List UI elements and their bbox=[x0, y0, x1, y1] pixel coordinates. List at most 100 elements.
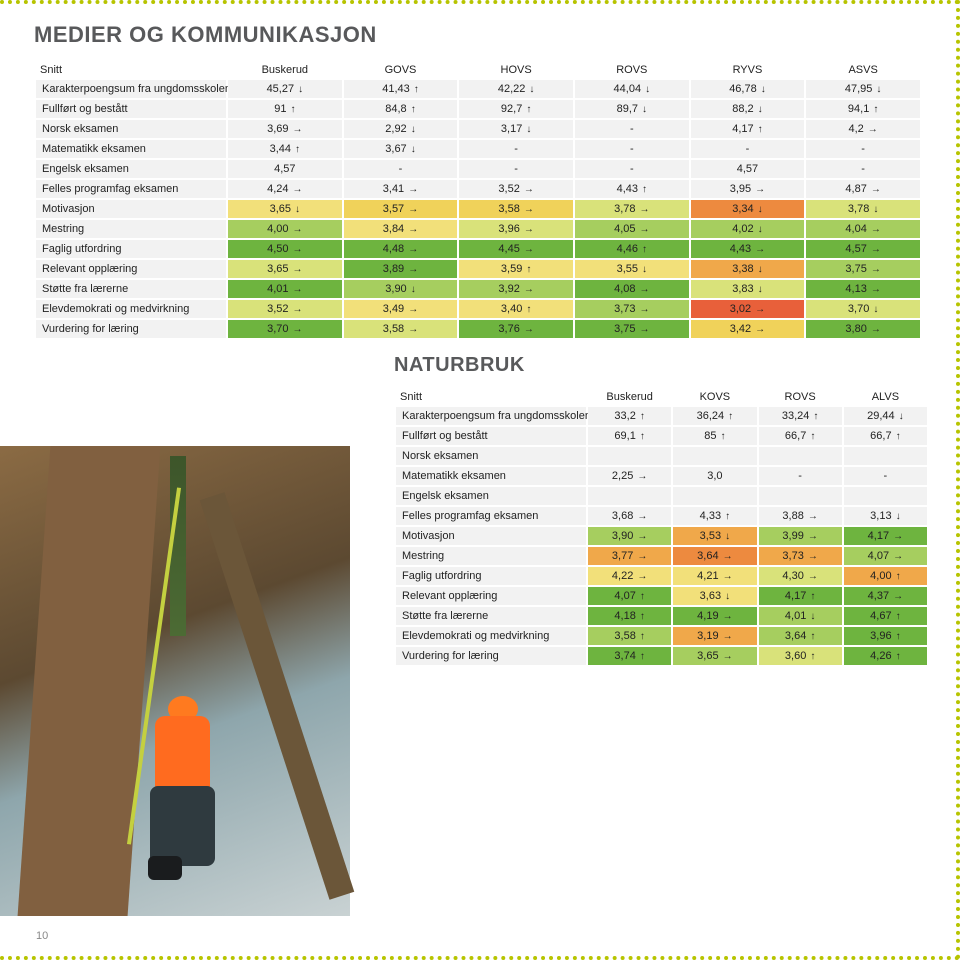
cell-value: 33,24↑ bbox=[759, 407, 842, 425]
trend-arrow-icon: → bbox=[637, 571, 647, 582]
column-head: Buskerud bbox=[588, 389, 671, 405]
trend-arrow-icon: → bbox=[524, 224, 534, 235]
table-row: Fullført og bestått69,1↑85↑66,7↑66,7↑ bbox=[396, 427, 927, 445]
cell-value: 3,68→ bbox=[588, 507, 671, 525]
table1-title: MEDIER OG KOMMUNIKASJON bbox=[34, 22, 922, 48]
row-label: Elevdemokrati og medvirkning bbox=[36, 300, 226, 318]
trend-arrow-icon: → bbox=[723, 611, 733, 622]
photo bbox=[0, 446, 350, 916]
cell-value: 3,78↓ bbox=[806, 200, 920, 218]
row-label: Vurdering for læring bbox=[36, 320, 226, 338]
cell-value: - bbox=[459, 140, 573, 158]
cell-value: 92,7↑ bbox=[459, 100, 573, 118]
trend-arrow-icon: → bbox=[723, 651, 733, 662]
table-row: Matematikk eksamen2,25→3,0-- bbox=[396, 467, 927, 485]
trend-arrow-icon: ↑ bbox=[640, 631, 645, 642]
trend-arrow-icon: → bbox=[871, 324, 881, 335]
trend-arrow-icon: ↑ bbox=[896, 651, 901, 662]
row-label: Motivasjon bbox=[396, 527, 586, 545]
cell-value: 3,0 bbox=[673, 467, 756, 485]
cell-value: 3,52→ bbox=[228, 300, 342, 318]
cell-value: 3,76→ bbox=[459, 320, 573, 338]
trend-arrow-icon: → bbox=[755, 184, 765, 195]
cell-value: 3,73→ bbox=[575, 300, 689, 318]
cell-value: 4,30→ bbox=[759, 567, 842, 585]
table-row: Engelsk eksamen bbox=[396, 487, 927, 505]
trend-arrow-icon: → bbox=[293, 124, 303, 135]
trend-arrow-icon: → bbox=[640, 204, 650, 215]
cell-value: 4,87→ bbox=[806, 180, 920, 198]
row-label: Fullført og bestått bbox=[36, 100, 226, 118]
table-row: Norsk eksamen bbox=[396, 447, 927, 465]
trend-arrow-icon: ↓ bbox=[876, 84, 881, 95]
trend-arrow-icon: ↑ bbox=[896, 431, 901, 442]
table-row: Vurdering for læring3,74↑3,65→3,60↑4,26↑ bbox=[396, 647, 927, 665]
table-row: Støtte fra lærerne4,01→3,90↓3,92→4,08→3,… bbox=[36, 280, 920, 298]
trend-arrow-icon: → bbox=[408, 304, 418, 315]
table-row: Felles programfag eksamen4,24→3,41→3,52→… bbox=[36, 180, 920, 198]
trend-arrow-icon: ↑ bbox=[896, 631, 901, 642]
trend-arrow-icon: ↑ bbox=[813, 411, 818, 422]
cell-value: 3,69→ bbox=[228, 120, 342, 138]
cell-value bbox=[759, 487, 842, 505]
trend-arrow-icon: → bbox=[293, 184, 303, 195]
cell-value: 46,78↓ bbox=[691, 80, 805, 98]
cell-value: 4,48→ bbox=[344, 240, 458, 258]
cell-value: 36,24↑ bbox=[673, 407, 756, 425]
cell-value: 4,05→ bbox=[575, 220, 689, 238]
cell-value: 4,01→ bbox=[228, 280, 342, 298]
trend-arrow-icon: → bbox=[640, 304, 650, 315]
column-snitt: Snitt bbox=[396, 389, 586, 405]
cell-value: 3,58↑ bbox=[588, 627, 671, 645]
table-row: Faglig utfordring4,50→4,48→4,45→4,46↑4,4… bbox=[36, 240, 920, 258]
table-row: Vurdering for læring3,70→3,58→3,76→3,75→… bbox=[36, 320, 920, 338]
trend-arrow-icon: ↓ bbox=[758, 104, 763, 115]
cell-value: 3,78→ bbox=[575, 200, 689, 218]
table-row: Motivasjon3,90→3,53↓3,99→4,17→ bbox=[396, 527, 927, 545]
trend-arrow-icon: ↑ bbox=[290, 104, 295, 115]
trend-arrow-icon: → bbox=[755, 244, 765, 255]
cell-value: 3,77→ bbox=[588, 547, 671, 565]
cell-value: 44,04↓ bbox=[575, 80, 689, 98]
cell-value: 3,65→ bbox=[673, 647, 756, 665]
trend-arrow-icon: ↑ bbox=[526, 104, 531, 115]
trend-arrow-icon: ↓ bbox=[529, 84, 534, 95]
trend-arrow-icon: ↓ bbox=[758, 264, 763, 275]
trend-arrow-icon: ↓ bbox=[873, 304, 878, 315]
cell-value: 3,64→ bbox=[673, 547, 756, 565]
cell-value: 84,8↑ bbox=[344, 100, 458, 118]
trend-arrow-icon: ↓ bbox=[761, 84, 766, 95]
row-label: Matematikk eksamen bbox=[396, 467, 586, 485]
page-number: 10 bbox=[36, 930, 48, 942]
row-label: Faglig utfordring bbox=[36, 240, 226, 258]
row-label: Engelsk eksamen bbox=[36, 160, 226, 178]
table-row: Karakterpoengsum fra ungdomsskolen33,2↑3… bbox=[396, 407, 927, 425]
column-head: GOVS bbox=[344, 62, 458, 78]
table-row: Elevdemokrati og medvirkning3,58↑3,19→3,… bbox=[396, 627, 927, 645]
trend-arrow-icon: ↑ bbox=[640, 591, 645, 602]
cell-value: 3,70→ bbox=[228, 320, 342, 338]
trend-arrow-icon: → bbox=[293, 264, 303, 275]
cell-value: 3,34↓ bbox=[691, 200, 805, 218]
trend-arrow-icon: ↓ bbox=[642, 104, 647, 115]
document-page: MEDIER OG KOMMUNIKASJON SnittBuskerud GOV… bbox=[0, 0, 960, 960]
trend-arrow-icon: → bbox=[723, 571, 733, 582]
cell-value: 3,44↑ bbox=[228, 140, 342, 158]
cell-value: 4,08→ bbox=[575, 280, 689, 298]
trend-arrow-icon: → bbox=[408, 244, 418, 255]
trend-arrow-icon: → bbox=[293, 324, 303, 335]
table-row: Mestring3,77→3,64→3,73→4,07→ bbox=[396, 547, 927, 565]
trend-arrow-icon: → bbox=[408, 224, 418, 235]
cell-value: 3,74↑ bbox=[588, 647, 671, 665]
trend-arrow-icon: → bbox=[808, 511, 818, 522]
row-label: Norsk eksamen bbox=[36, 120, 226, 138]
cell-value: - bbox=[806, 140, 920, 158]
cell-value: 3,40↑ bbox=[459, 300, 573, 318]
trend-arrow-icon: ↓ bbox=[873, 204, 878, 215]
trend-arrow-icon: ↓ bbox=[810, 611, 815, 622]
cell-value: 42,22↓ bbox=[459, 80, 573, 98]
cell-value: - bbox=[575, 140, 689, 158]
trend-arrow-icon: ↑ bbox=[414, 84, 419, 95]
trend-arrow-icon: → bbox=[808, 551, 818, 562]
cell-value: 3,95→ bbox=[691, 180, 805, 198]
